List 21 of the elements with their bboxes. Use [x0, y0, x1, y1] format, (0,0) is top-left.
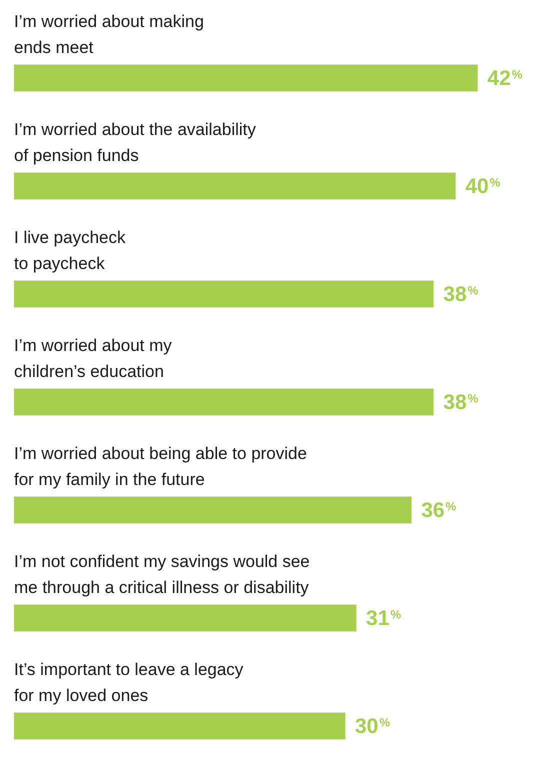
data-label: 38%: [443, 282, 479, 306]
data-label: 31%: [366, 606, 402, 630]
data-label: 42%: [487, 66, 523, 90]
bar: [14, 604, 356, 632]
y-tick-label: I’m worried about making ends meet: [14, 12, 204, 57]
y-tick-label: I live paycheck to paycheck: [14, 228, 126, 273]
y-tick-label: I’m worried about being able to provide for my family in the future: [14, 444, 307, 489]
bar: [14, 280, 434, 308]
data-label: 30%: [354, 714, 390, 738]
bar: [14, 712, 346, 740]
bar: [14, 64, 478, 92]
data-label: 38%: [443, 390, 479, 414]
bar: [14, 388, 434, 416]
y-tick-label: I’m not confident my savings would see me through a critical illness or disability: [14, 552, 310, 597]
data-label: 36%: [421, 498, 457, 522]
data-label: 40%: [465, 174, 501, 198]
bar: [14, 172, 456, 200]
bar: [14, 496, 412, 524]
y-tick-label: I’m worried about my children’s education: [14, 336, 172, 381]
y-tick-label: It’s important to leave a legacy for my loved ones: [14, 660, 244, 705]
y-tick-label: I’m worried about the availability of pension funds: [14, 120, 256, 165]
